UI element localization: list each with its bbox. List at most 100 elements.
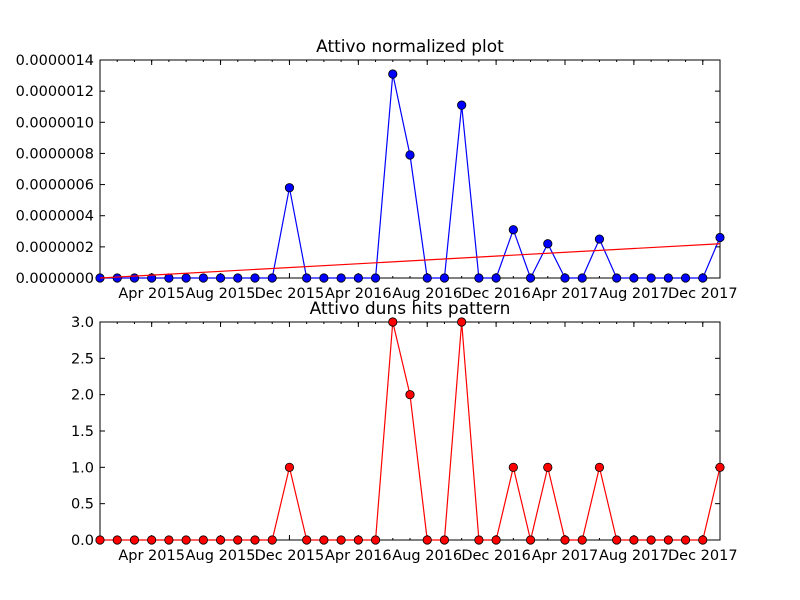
data-point [215, 535, 226, 545]
data-point [663, 535, 673, 545]
data-point [715, 232, 725, 243]
x-tick-label: Aug 2017 [599, 286, 669, 302]
data-point [198, 273, 208, 283]
data-point [302, 273, 312, 283]
x-tick-label: Dec 2016 [461, 286, 531, 302]
data-point [164, 273, 174, 283]
x-tick-label: Dec 2017 [668, 548, 738, 564]
x-tick-label: Dec 2017 [668, 286, 738, 302]
y-tick-label: 3.0 [71, 315, 94, 331]
x-tick-label: Aug 2015 [186, 286, 256, 302]
data-point [284, 462, 295, 472]
x-tick-label: Apr 2015 [118, 286, 185, 302]
plot-frame [99, 321, 721, 541]
data-point [474, 535, 484, 545]
data-point [215, 273, 226, 283]
data-point [508, 462, 518, 472]
data-point [422, 535, 432, 545]
data-point [388, 69, 398, 79]
data-point [147, 273, 157, 283]
data-point [370, 273, 381, 283]
data-point [698, 273, 708, 283]
data-point [319, 273, 329, 283]
data-point [508, 225, 518, 235]
data-point [336, 535, 346, 545]
data-point [370, 535, 381, 545]
data-point [491, 535, 501, 545]
data-point [147, 535, 157, 545]
x-tick-label: Apr 2015 [118, 548, 185, 564]
data-point [577, 535, 587, 545]
plot-frame [99, 59, 721, 279]
data-point [457, 317, 467, 327]
data-point [302, 535, 312, 545]
data-point [319, 535, 329, 545]
x-tick-label: Apr 2016 [325, 548, 392, 564]
x-tick-label: Dec 2015 [255, 548, 325, 564]
data-point [353, 273, 363, 283]
y-tick-label: 0.0000012 [16, 84, 94, 100]
data-point [543, 462, 553, 472]
data-point [646, 535, 656, 545]
data-point [336, 273, 346, 283]
data-point [233, 535, 243, 545]
chart-title-top: Attivo normalized plot [316, 37, 504, 57]
x-tick-label: Dec 2016 [461, 548, 531, 564]
data-point [95, 535, 105, 545]
y-tick-label: 2.5 [71, 351, 94, 367]
data-point [457, 100, 467, 110]
data-point [129, 273, 140, 283]
data-point [594, 462, 605, 472]
data-point [525, 273, 536, 283]
y-tick-label: 0.0000008 [16, 146, 94, 162]
data-point [198, 535, 208, 545]
data-point [233, 273, 243, 283]
data-point [543, 239, 553, 249]
data-point [715, 462, 725, 472]
data-point [560, 273, 570, 283]
data-point [112, 273, 122, 283]
x-tick-label: Apr 2017 [532, 548, 599, 564]
y-tick-label: 0.0 [71, 533, 94, 549]
data-point [267, 535, 277, 545]
y-tick-label: 0.0000006 [16, 178, 94, 194]
x-tick-label: Apr 2017 [532, 286, 599, 302]
data-point [388, 317, 398, 327]
data-point [612, 273, 622, 283]
data-point [577, 273, 587, 283]
data-point [353, 535, 363, 545]
data-point [181, 273, 191, 283]
x-tick-label: Aug 2017 [599, 548, 669, 564]
chart-title-bottom: Attivo duns hits pattern [310, 299, 511, 319]
data-point [284, 183, 295, 193]
plot-area-top: 0.0000000 0.0000002 0.0000004 0.0000006 0.00… [16, 53, 738, 302]
y-tick-label: 0.0000002 [16, 240, 94, 256]
data-point [594, 234, 605, 244]
trend-line [99, 243, 721, 279]
x-tick-label: Apr 2016 [325, 286, 392, 302]
data-point [629, 273, 639, 283]
data-point [491, 273, 501, 283]
data-point [663, 273, 673, 283]
y-tick-label: 1.5 [71, 424, 94, 440]
data-point [474, 273, 484, 283]
data-point [560, 535, 570, 545]
y-tick-label: 0.0000004 [16, 209, 94, 225]
data-point [439, 273, 450, 283]
data-point [680, 535, 691, 545]
data-point [525, 535, 536, 545]
data-point [698, 535, 708, 545]
data-point [129, 535, 140, 545]
y-tick-label: 0.0000000 [16, 271, 94, 287]
data-point [250, 535, 260, 545]
data-point [680, 273, 691, 283]
data-point [250, 273, 260, 283]
data-point [267, 273, 277, 283]
x-tick-label: Aug 2016 [392, 548, 462, 564]
data-point [164, 535, 174, 545]
y-tick-label: 0.0000010 [16, 115, 94, 131]
series-line [100, 321, 721, 541]
data-point [405, 150, 415, 160]
y-tick-label: 0.5 [71, 497, 94, 513]
